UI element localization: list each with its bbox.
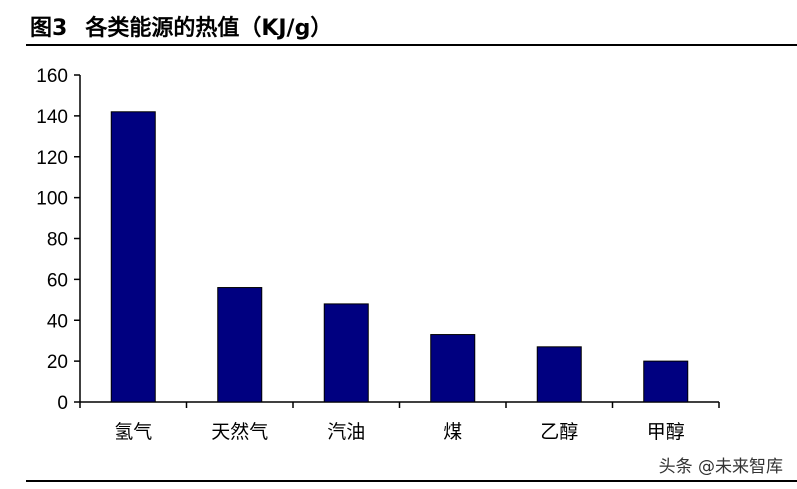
bar-5 (536, 346, 582, 403)
y-tick-label: 60 (47, 270, 68, 291)
x-category-label: 氢气 (114, 421, 152, 443)
bar-1 (110, 111, 156, 403)
bar-6 (643, 360, 689, 403)
chart-bars (110, 111, 689, 403)
top-rule (26, 44, 797, 46)
y-tick-label: 20 (47, 352, 68, 373)
bar-2 (217, 287, 263, 403)
y-tick-label: 100 (36, 189, 68, 210)
chart-axes (74, 74, 720, 408)
bar-4 (430, 334, 476, 403)
figure-title: 各类能源的热值（KJ/g） (85, 16, 333, 41)
y-tick-label: 120 (36, 148, 68, 169)
x-category-label: 煤 (443, 421, 462, 443)
chart-labels: 0 20 40 60 80 100 120 140 160 氢气 天然气 汽油 煤 乙醇 甲醇 (36, 66, 684, 443)
y-tick-label: 0 (57, 393, 68, 414)
y-tick-label: 80 (47, 230, 68, 251)
x-category-label: 乙醇 (540, 421, 578, 443)
x-category-label: 甲醇 (647, 421, 685, 443)
y-tick-label: 140 (36, 107, 68, 128)
y-tick-label: 40 (47, 311, 68, 332)
bottom-rule (26, 480, 797, 482)
watermark: 头条 @未来智库 (658, 457, 783, 477)
x-category-label: 天然气 (211, 421, 268, 443)
x-category-label: 汽油 (327, 421, 365, 443)
chart-title: 图3 各类能源的热值（KJ/g） (30, 10, 332, 42)
figure-label: 图3 (30, 16, 68, 41)
y-tick-label: 160 (36, 66, 68, 87)
bar-3 (323, 303, 369, 403)
